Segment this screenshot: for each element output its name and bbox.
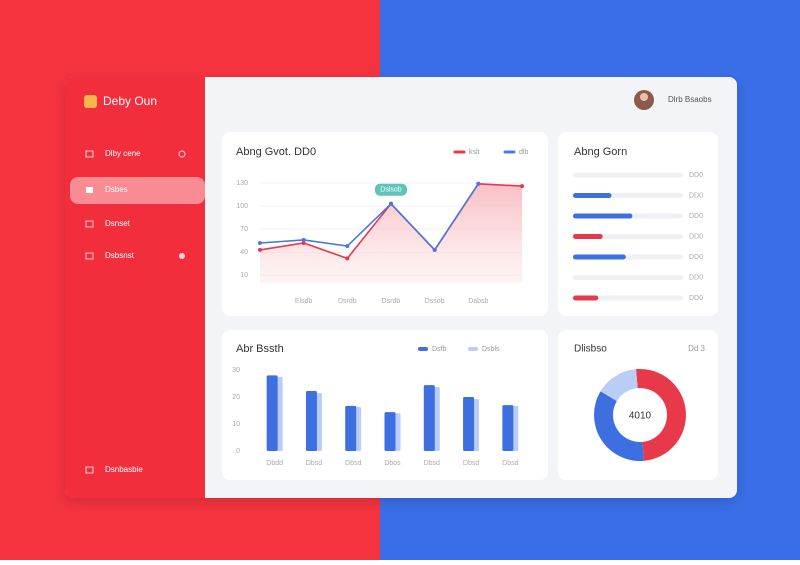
legend-swatch [468, 347, 478, 351]
legend-label: Dsbls [482, 346, 500, 353]
area [260, 183, 522, 283]
menu-icon [85, 252, 94, 260]
y-tick-label: 70 [240, 226, 248, 233]
menu-icon [85, 220, 94, 228]
tooltip [375, 183, 407, 196]
x-tick-label: Dbdd [266, 460, 283, 467]
menu-item[interactable]: Dsbes [105, 185, 128, 194]
menu-item[interactable]: Dlby cene [105, 149, 141, 158]
logo [84, 95, 97, 108]
y-tick-label: 30 [232, 367, 240, 374]
menu-badge [179, 253, 185, 259]
bar [573, 213, 633, 219]
x-tick-label: Dbsd [424, 460, 440, 467]
point [520, 184, 524, 189]
x-tick-label: Dbsd [345, 460, 361, 467]
bar [502, 405, 514, 451]
track [573, 295, 683, 301]
legend-label: kslt [469, 149, 480, 156]
donut-segment [635, 369, 686, 461]
row-label: DD0 [689, 254, 703, 261]
bar [463, 397, 475, 451]
x-tick-label: Dbsd [463, 460, 479, 467]
bar [573, 234, 603, 239]
bar [573, 193, 612, 198]
y-tick-label: 40 [240, 249, 248, 256]
card [558, 330, 718, 480]
menu-icon [85, 466, 94, 474]
menu: Dlby cene Dsbes Dsnset Dsbsnst Dsnbasbie [85, 149, 186, 474]
row-label: DD0 [689, 192, 703, 199]
y-tick-label: 10 [240, 272, 248, 279]
bar [305, 391, 317, 451]
x-tick-label: Dbos [384, 460, 401, 467]
point [301, 237, 306, 242]
x-tick-label: Dssob [425, 298, 445, 305]
donut-segment [600, 369, 638, 402]
x-tick-label: Dsrdb [338, 298, 357, 305]
menu-item[interactable]: Dsbsnst [105, 251, 135, 260]
legend-swatch [418, 347, 428, 351]
y-tick-label: 100 [236, 203, 248, 210]
x-tick-label: Elsdb [295, 298, 313, 305]
x-tick-label: Dabsb [468, 298, 488, 305]
point [432, 247, 437, 252]
center-label: 4010 [629, 411, 652, 422]
x-tick-label: Dsrdb [382, 298, 401, 305]
track [573, 172, 683, 178]
y-tick-label: 130 [236, 180, 248, 187]
point [345, 244, 350, 249]
point [258, 247, 262, 252]
row-label: DD0 [689, 295, 703, 302]
menu-icon [85, 150, 94, 158]
point [301, 241, 306, 245]
avatar-face [640, 93, 648, 101]
bar [345, 405, 357, 451]
bar [573, 254, 626, 260]
point [476, 181, 481, 186]
menu-active [70, 177, 205, 204]
row-label: DD0 [689, 233, 703, 240]
menu-badge [178, 150, 186, 158]
point [345, 256, 350, 261]
x-tick-label: Dbsd [502, 460, 518, 467]
tooltip-label: Dslsob [380, 187, 402, 194]
bar [423, 385, 435, 451]
row-label: DD0 [689, 172, 703, 179]
user-name[interactable]: Dlrb Bsaobs [668, 95, 712, 104]
card-title: Abng Gvot. DD0 [236, 146, 316, 158]
card-subtitle: Dd 3 [688, 344, 705, 353]
card-title: Dlisbso [574, 344, 607, 355]
brand: Deby Oun [103, 94, 157, 108]
card [558, 132, 718, 316]
y-tick-label: 10 [232, 421, 240, 428]
sidebar [65, 77, 205, 498]
bar [573, 295, 599, 301]
y-tick-label: 20 [232, 394, 240, 401]
donut-segment [594, 391, 645, 461]
card-title: Abr Bssth [236, 343, 284, 355]
y-tick-label: 0 [236, 448, 240, 455]
row-label: DD0 [689, 274, 703, 281]
legend-label: Dsfb [432, 346, 447, 353]
card-title: Abng Gorn [574, 146, 627, 158]
x-tick-label: Dbsd [306, 460, 322, 467]
menu-item[interactable]: Dsnbasbie [105, 465, 143, 474]
legend-label: dlb [519, 149, 528, 156]
menu-item[interactable]: Dsnset [105, 219, 131, 228]
menu-icon [86, 187, 93, 193]
track [573, 275, 683, 280]
point [258, 241, 262, 245]
line [259, 183, 480, 252]
row-label: DD0 [689, 213, 703, 220]
bar [266, 375, 278, 451]
bar [384, 412, 396, 451]
point [389, 201, 393, 206]
